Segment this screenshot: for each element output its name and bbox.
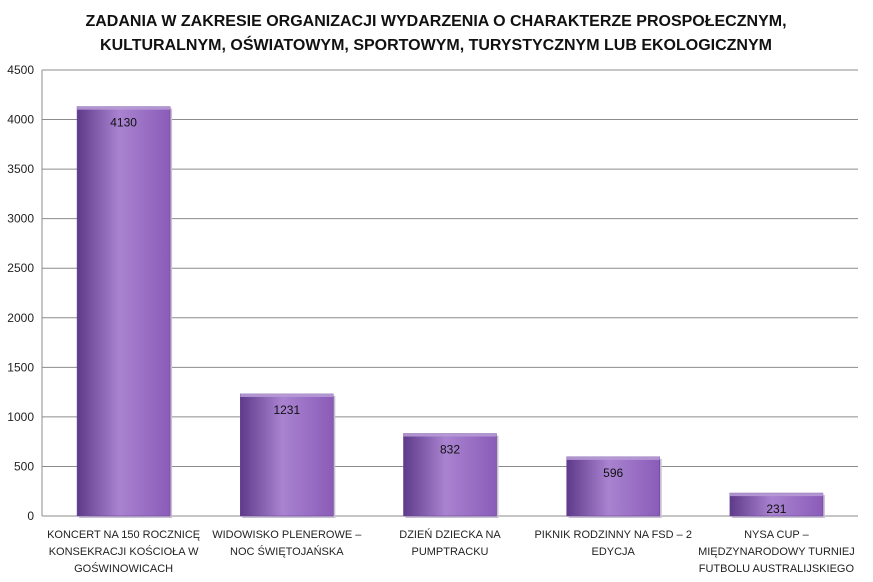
category-label: DZIEŃ DZIECKA NA	[399, 528, 501, 541]
y-tick-label: 2000	[7, 311, 34, 325]
category-label: WIDOWISKO PLENEROWE –	[212, 529, 362, 541]
y-tick-label: 2500	[7, 261, 34, 275]
bar-top-highlight	[240, 393, 334, 397]
category-label: KONCERT NA 150 ROCZNICĘ	[47, 529, 200, 541]
y-tick-label: 500	[14, 459, 34, 473]
chart-title-line: KULTURALNYM, OŚWIATOWYM, SPORTOWYM, TURY…	[100, 35, 772, 54]
category-label: NYSA CUP –	[744, 529, 809, 541]
bar	[76, 106, 171, 517]
y-tick-label: 0	[27, 509, 34, 523]
chart-title-line: ZADANIA W ZAKRESIE ORGANIZACJI WYDARZENI…	[85, 13, 786, 30]
category-label: KONSEKRACJI KOŚCIOŁA W	[49, 545, 199, 558]
category-label: NOC ŚWIĘTOJAŃSKA	[230, 545, 344, 558]
category-label: FUTBOLU AUSTRALIJSKIEGO	[699, 563, 855, 575]
category-label: PUMPTRACKU	[411, 546, 488, 558]
data-label: 832	[440, 443, 460, 457]
category-label: GOŚWINOWICACH	[74, 562, 173, 575]
data-label: 1231	[273, 403, 300, 417]
y-axis-tick-labels: 0 500 1000 1500 2000 2500 3000 3500 4000 4500	[7, 63, 34, 523]
y-tick-label: 1000	[7, 410, 34, 424]
data-label: 231	[766, 502, 786, 516]
x-axis-category-labels: KONCERT NA 150 ROCZNICĘ KONSEKRACJI KOŚCI…	[47, 528, 855, 575]
category-label: MIĘDZYNARODOWY TURNIEJ	[698, 546, 855, 558]
y-tick-label: 3000	[7, 212, 34, 226]
bar	[566, 456, 661, 517]
bar-top-highlight	[77, 106, 171, 110]
y-tick-label: 1500	[7, 360, 34, 374]
gridlines	[41, 69, 858, 517]
chart-title: ZADANIA W ZAKRESIE ORGANIZACJI WYDARZENI…	[85, 13, 786, 54]
bar-top-highlight	[566, 456, 660, 460]
bar-top-highlight	[729, 493, 823, 497]
bars	[76, 106, 825, 518]
y-tick-label: 4500	[7, 63, 34, 77]
y-tick-label: 3500	[7, 162, 34, 176]
data-labels: 4130 1231 832 596 231	[110, 116, 786, 516]
y-tick-label: 4000	[7, 113, 34, 127]
category-label: EDYCJA	[591, 546, 635, 558]
data-label: 4130	[110, 116, 137, 130]
bar	[403, 433, 497, 517]
bar	[240, 393, 334, 517]
data-label: 596	[603, 466, 623, 480]
bar-top-highlight	[403, 433, 497, 437]
category-label: PIKNIK RODZINNY NA FSD – 2	[534, 529, 692, 541]
